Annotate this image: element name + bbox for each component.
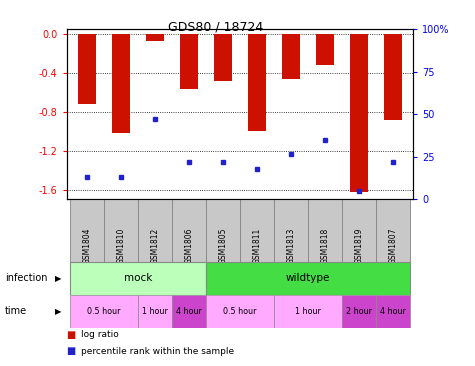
Bar xyxy=(206,199,240,262)
Bar xyxy=(70,262,206,295)
Text: infection: infection xyxy=(5,273,47,283)
Bar xyxy=(247,34,266,131)
Bar xyxy=(206,295,274,328)
Bar xyxy=(342,199,376,262)
Bar xyxy=(145,34,164,41)
Bar xyxy=(172,295,206,328)
Bar xyxy=(214,34,232,81)
Text: ■: ■ xyxy=(66,346,76,356)
Bar xyxy=(138,199,172,262)
Bar xyxy=(206,262,410,295)
Text: 4 hour: 4 hour xyxy=(380,307,406,315)
Text: ▶: ▶ xyxy=(55,274,61,283)
Bar xyxy=(282,34,300,79)
Text: 0.5 hour: 0.5 hour xyxy=(87,307,121,315)
Bar xyxy=(70,295,138,328)
Bar xyxy=(138,295,172,328)
Bar xyxy=(240,199,274,262)
Bar xyxy=(70,199,104,262)
Text: GSM1806: GSM1806 xyxy=(184,228,193,264)
Text: 1 hour: 1 hour xyxy=(142,307,168,315)
Text: GSM1812: GSM1812 xyxy=(151,228,160,264)
Text: 2 hour: 2 hour xyxy=(346,307,372,315)
Bar xyxy=(77,34,96,104)
Bar xyxy=(274,199,308,262)
Text: 4 hour: 4 hour xyxy=(176,307,202,315)
Bar xyxy=(274,295,342,328)
Text: percentile rank within the sample: percentile rank within the sample xyxy=(81,347,234,356)
Bar xyxy=(172,199,206,262)
Text: GSM1807: GSM1807 xyxy=(389,228,398,264)
Text: mock: mock xyxy=(124,273,152,283)
Bar xyxy=(383,34,402,120)
Bar xyxy=(104,199,138,262)
Text: GSM1818: GSM1818 xyxy=(320,228,329,264)
Text: wildtype: wildtype xyxy=(285,273,330,283)
Text: ▶: ▶ xyxy=(55,307,61,315)
Bar xyxy=(180,34,198,89)
Text: GSM1805: GSM1805 xyxy=(218,228,228,264)
Bar xyxy=(376,199,410,262)
Text: GSM1810: GSM1810 xyxy=(116,228,125,264)
Text: 0.5 hour: 0.5 hour xyxy=(223,307,256,315)
Text: GSM1813: GSM1813 xyxy=(286,228,295,264)
Bar xyxy=(308,199,342,262)
Text: log ratio: log ratio xyxy=(81,330,118,339)
Text: 1 hour: 1 hour xyxy=(295,307,321,315)
Bar xyxy=(350,34,368,192)
Text: GSM1819: GSM1819 xyxy=(354,228,363,264)
Bar xyxy=(315,34,334,65)
Text: GDS80 / 18724: GDS80 / 18724 xyxy=(169,20,264,33)
Bar xyxy=(342,295,376,328)
Bar xyxy=(376,295,410,328)
Text: GSM1804: GSM1804 xyxy=(82,228,91,264)
Text: ■: ■ xyxy=(66,330,76,340)
Text: time: time xyxy=(5,306,27,316)
Bar xyxy=(112,34,130,133)
Text: GSM1811: GSM1811 xyxy=(252,228,261,264)
